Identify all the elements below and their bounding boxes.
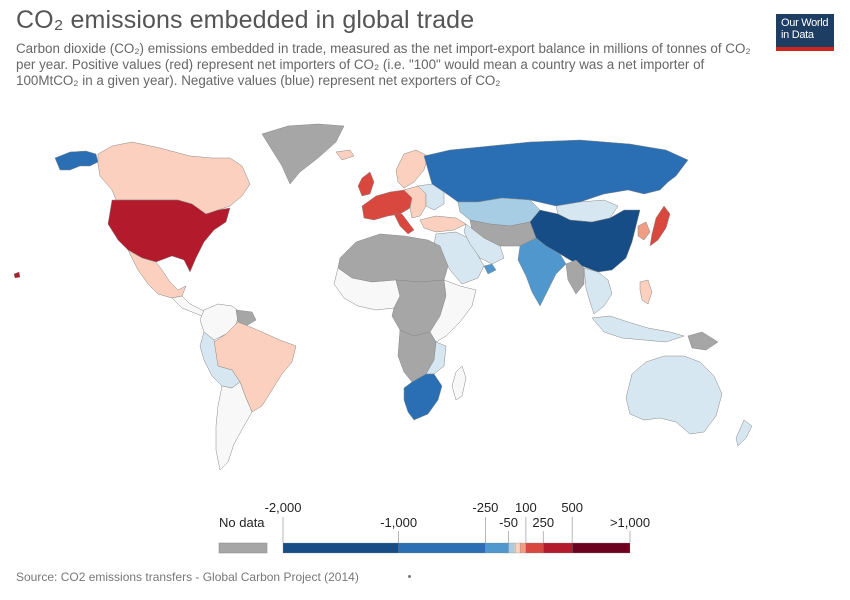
region-turkey[interactable] [419, 215, 467, 233]
logo-line-1: Our World [781, 17, 829, 29]
region-indonesia[interactable] [591, 315, 685, 343]
region-australia[interactable] [625, 355, 723, 435]
legend-bin-2[interactable] [485, 542, 509, 554]
region-southern-cone[interactable] [215, 381, 253, 471]
legend-bin-4[interactable] [513, 542, 515, 554]
footer-dot [408, 575, 411, 578]
chart-title: CO₂ emissions embedded in global trade [16, 6, 475, 34]
legend-no-data-label: No data [219, 515, 265, 530]
region-southeast-asia[interactable] [583, 267, 613, 315]
legend-tick-label-0: -2,000 [265, 500, 302, 515]
region-mexico[interactable] [127, 249, 187, 299]
legend-bin-7[interactable] [519, 542, 527, 554]
legend-tick-label-3: -50 [499, 515, 518, 530]
source-note: Source: CO2 emissions transfers - Global… [16, 570, 359, 584]
our-world-in-data-logo[interactable]: Our World in Data [776, 14, 834, 51]
region-india[interactable] [517, 237, 567, 307]
region-greenland[interactable] [261, 123, 345, 185]
region-iceland[interactable] [335, 149, 355, 161]
legend-bin-9[interactable] [543, 542, 573, 554]
region-canada[interactable] [97, 141, 251, 215]
legend-tick-label-1: -1,000 [380, 515, 417, 530]
legend-tick-label-4: 100 [515, 500, 537, 515]
legend-bin-6[interactable] [515, 542, 521, 554]
region-italy[interactable] [393, 213, 415, 235]
region-new-zealand[interactable] [735, 419, 753, 447]
legend-tick-label-7: >1,000 [610, 515, 650, 530]
region-guyanas[interactable] [235, 309, 257, 327]
region-alaska[interactable] [54, 150, 99, 171]
world-map [13, 123, 753, 471]
legend-bin-10[interactable] [572, 542, 631, 554]
legend-bin-5[interactable] [514, 542, 516, 554]
legend-bin-0[interactable] [282, 542, 399, 554]
logo-line-2: in Data [781, 29, 814, 41]
region-philippines[interactable] [639, 279, 653, 305]
region-myanmar-region[interactable] [565, 259, 585, 295]
legend-tick-label-6: 500 [561, 500, 583, 515]
region-madagascar[interactable] [451, 365, 467, 401]
region-korea[interactable] [637, 221, 651, 241]
legend-tick-label-5: 250 [532, 515, 554, 530]
region-uk[interactable] [357, 171, 375, 197]
legend-bin-3[interactable] [508, 542, 514, 554]
region-new-guinea[interactable] [687, 331, 719, 351]
legend-bin-1[interactable] [398, 542, 486, 554]
legend-no-data-swatch[interactable] [218, 542, 268, 554]
legend-bin-8[interactable] [525, 542, 544, 554]
region-uae[interactable] [483, 263, 497, 275]
region-south-africa[interactable] [403, 373, 443, 421]
legend-tick-label-2: -250 [472, 500, 498, 515]
chart-subtitle: Carbon dioxide (CO₂) emissions embedded … [16, 41, 751, 88]
region-japan[interactable] [649, 205, 671, 247]
region-hawaii[interactable] [13, 271, 21, 279]
region-east-africa[interactable] [429, 279, 477, 343]
region-scandinavia[interactable] [395, 149, 429, 189]
region-russia[interactable] [423, 139, 689, 207]
